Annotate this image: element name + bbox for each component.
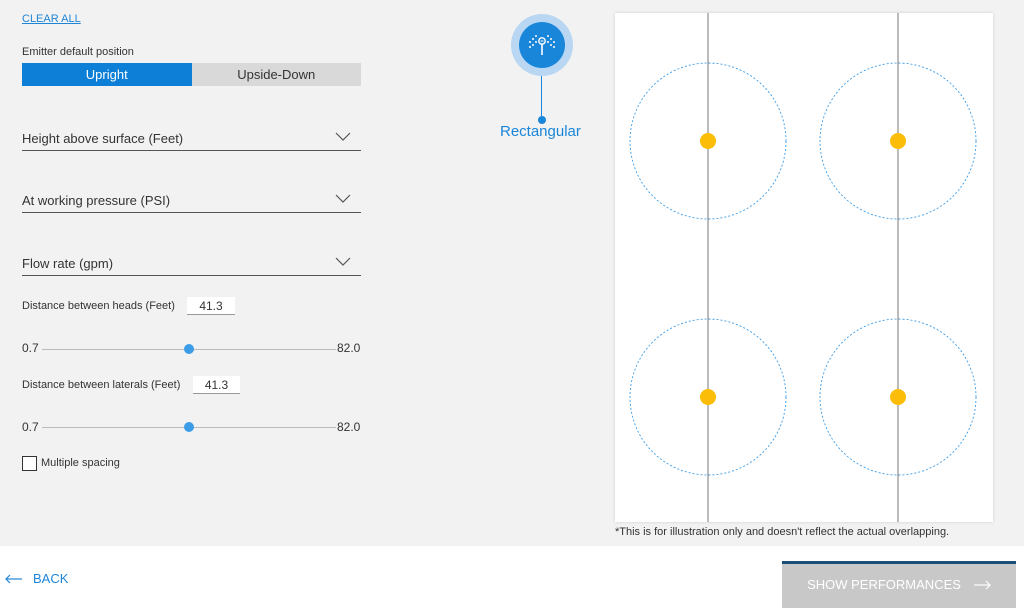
emitter-position-label: Emitter default position xyxy=(22,46,134,58)
heads-distance-label: Distance between heads (Feet) xyxy=(22,300,175,312)
multiple-spacing-label: Multiple spacing xyxy=(41,457,120,469)
height-dropdown[interactable]: Height above surface (Feet) xyxy=(22,131,361,151)
flow-rate-dropdown[interactable]: Flow rate (gpm) xyxy=(22,256,361,276)
layout-shape-connector xyxy=(541,76,542,116)
arrow-left-icon xyxy=(5,574,22,583)
emitter-dot xyxy=(700,133,716,149)
pressure-dropdown-label: At working pressure (PSI) xyxy=(22,193,171,208)
layout-illustration xyxy=(615,13,993,522)
height-dropdown-label: Height above surface (Feet) xyxy=(22,131,184,146)
emitter-dot xyxy=(890,389,906,405)
laterals-slider-min: 0.7 xyxy=(22,420,39,434)
heads-slider-max: 82.0 xyxy=(337,341,361,355)
back-label: BACK xyxy=(33,571,69,586)
laterals-distance-input[interactable]: 41.3 xyxy=(193,376,240,394)
layout-shape-label: Rectangular xyxy=(500,123,581,140)
back-button[interactable]: BACK xyxy=(5,571,68,586)
coverage-circle xyxy=(819,62,977,220)
show-performances-accent-bar xyxy=(782,561,1016,564)
show-performances-button[interactable]: SHOW PERFORMANCES xyxy=(782,561,1016,608)
layout-shape-connector-dot xyxy=(538,116,546,124)
sprinkler-icon xyxy=(529,35,555,55)
show-performances-label: SHOW PERFORMANCES xyxy=(807,577,961,592)
laterals-distance-label: Distance between laterals (Feet) xyxy=(22,379,181,391)
upside-down-option[interactable]: Upside-Down xyxy=(191,63,361,86)
heads-slider-thumb[interactable] xyxy=(184,344,194,354)
flow-rate-dropdown-label: Flow rate (gpm) xyxy=(22,256,114,271)
arrow-right-icon xyxy=(973,580,991,589)
coverage-circle xyxy=(819,318,977,476)
upright-option[interactable]: Upright xyxy=(22,63,192,86)
chevron-down-icon xyxy=(335,132,351,141)
illustration-canvas xyxy=(629,13,977,522)
heads-distance-input[interactable]: 41.3 xyxy=(187,297,235,315)
emitter-dot xyxy=(890,133,906,149)
coverage-circle xyxy=(629,62,787,220)
emitter-dot xyxy=(700,389,716,405)
clear-all-link[interactable]: CLEAR ALL xyxy=(22,13,81,25)
layout-shape-icon-bg xyxy=(519,22,565,68)
chevron-down-icon xyxy=(335,194,351,203)
illustration-note: *This is for illustration only and doesn… xyxy=(615,526,950,538)
heads-slider-min: 0.7 xyxy=(22,341,39,355)
laterals-slider-thumb[interactable] xyxy=(184,422,194,432)
pressure-dropdown[interactable]: At working pressure (PSI) xyxy=(22,193,361,213)
multiple-spacing-checkbox[interactable] xyxy=(22,456,37,471)
laterals-slider-max: 82.0 xyxy=(337,420,361,434)
chevron-down-icon xyxy=(335,257,351,266)
coverage-circle xyxy=(629,318,787,476)
emitter-position-toggle: Upright Upside-Down xyxy=(22,63,361,86)
